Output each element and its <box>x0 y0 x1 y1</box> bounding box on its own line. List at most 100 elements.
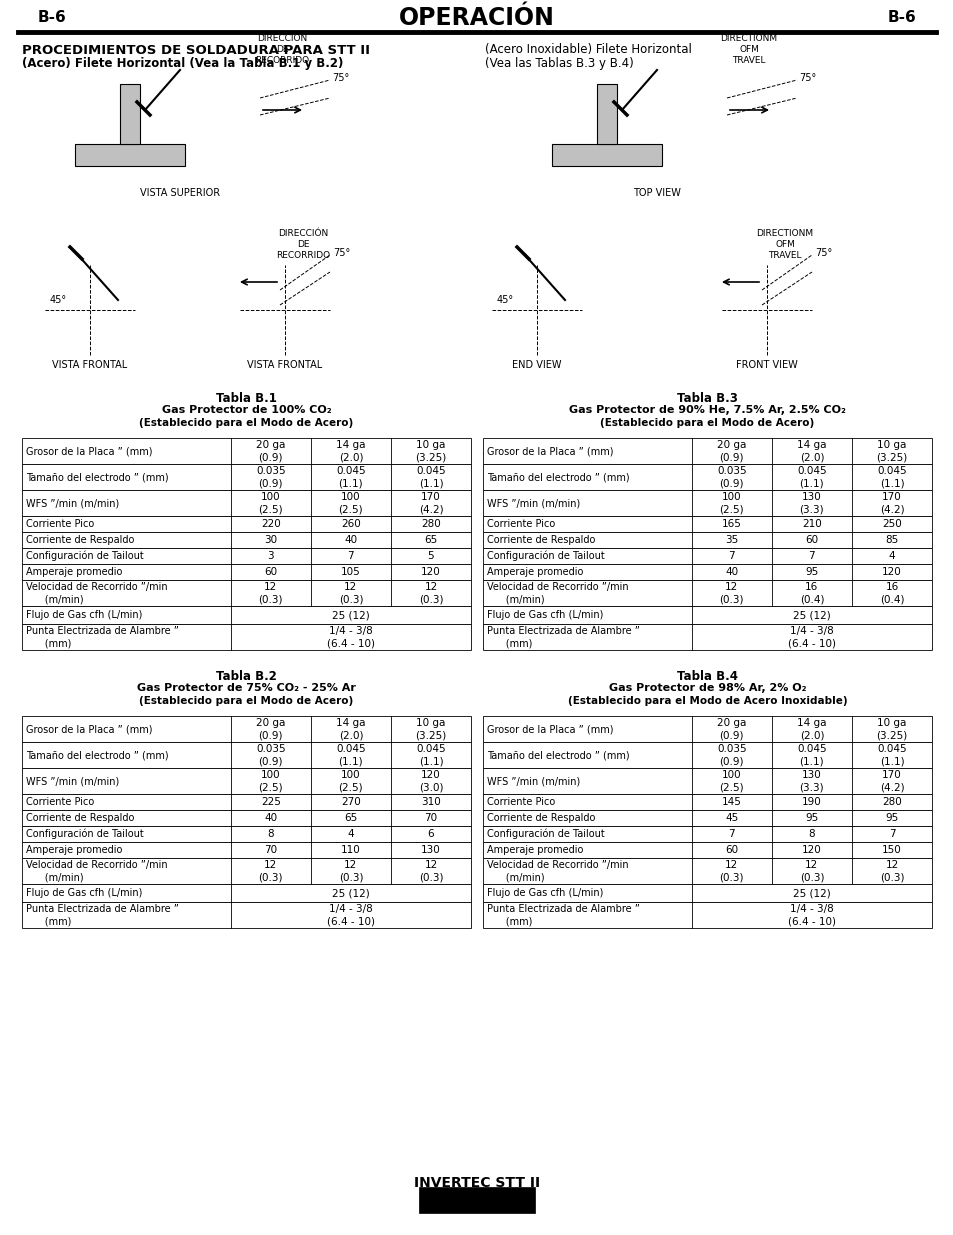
Bar <box>75 144 185 165</box>
Text: Velocidad de Recorrido ”/min
      (m/min): Velocidad de Recorrido ”/min (m/min) <box>26 860 168 882</box>
Text: DIRECTIONM
OFM
TRAVEL: DIRECTIONM OFM TRAVEL <box>756 228 813 261</box>
Bar <box>482 742 931 768</box>
Text: 7: 7 <box>888 829 894 839</box>
Text: 3: 3 <box>267 551 274 561</box>
Text: 260: 260 <box>340 519 360 529</box>
Text: Tamaño del electrodo ” (mm): Tamaño del electrodo ” (mm) <box>26 750 169 760</box>
Text: 250: 250 <box>882 519 901 529</box>
Bar <box>22 884 471 902</box>
Bar <box>482 532 931 548</box>
Text: 0.045
(1.1): 0.045 (1.1) <box>797 743 826 766</box>
Text: Grosor de la Placa ” (mm): Grosor de la Placa ” (mm) <box>486 724 613 734</box>
Text: Gas Protector de 98% Ar, 2% O₂: Gas Protector de 98% Ar, 2% O₂ <box>608 683 805 693</box>
Text: 75°: 75° <box>332 73 349 83</box>
Text: 0.045
(1.1): 0.045 (1.1) <box>876 466 905 488</box>
Text: 105: 105 <box>340 567 360 577</box>
Text: 60: 60 <box>264 567 277 577</box>
Text: 10 ga
(3.25): 10 ga (3.25) <box>415 440 446 462</box>
Text: 60: 60 <box>724 845 738 855</box>
Text: 16
(0.4): 16 (0.4) <box>879 582 903 604</box>
Text: 85: 85 <box>884 535 898 545</box>
Text: Configuración de Tailout: Configuración de Tailout <box>486 829 604 840</box>
Bar <box>22 532 471 548</box>
Text: 1/4 - 3/8
(6.4 - 10): 1/4 - 3/8 (6.4 - 10) <box>787 626 835 648</box>
Text: Tabla B.2: Tabla B.2 <box>215 669 276 683</box>
Text: INVERTEC STT II: INVERTEC STT II <box>414 1176 539 1191</box>
Text: 0.045
(1.1): 0.045 (1.1) <box>797 466 826 488</box>
Bar <box>22 842 471 858</box>
Text: Velocidad de Recorrido ”/min
      (m/min): Velocidad de Recorrido ”/min (m/min) <box>26 582 168 604</box>
Text: 130: 130 <box>420 845 440 855</box>
Text: 110: 110 <box>340 845 360 855</box>
Text: 14 ga
(2.0): 14 ga (2.0) <box>335 440 365 462</box>
Bar <box>482 516 931 532</box>
Text: WFS ”/min (m/min): WFS ”/min (m/min) <box>486 498 579 508</box>
Text: Corriente de Respaldo: Corriente de Respaldo <box>26 813 134 823</box>
Text: DIRECCIÓN
DE
RECORRIDO: DIRECCIÓN DE RECORRIDO <box>254 33 309 65</box>
Text: Flujo de Gas cfh (L/min): Flujo de Gas cfh (L/min) <box>486 610 602 620</box>
Text: 20 ga
(0.9): 20 ga (0.9) <box>255 718 285 740</box>
Text: 40: 40 <box>264 813 277 823</box>
Text: Velocidad de Recorrido ”/min
      (m/min): Velocidad de Recorrido ”/min (m/min) <box>486 860 628 882</box>
Text: Gas Protector de 75% CO₂ - 25% Ar: Gas Protector de 75% CO₂ - 25% Ar <box>137 683 355 693</box>
Text: Punta Electrizada de Alambre ”
      (mm): Punta Electrizada de Alambre ” (mm) <box>486 904 639 926</box>
Bar <box>120 84 140 144</box>
Bar <box>597 84 617 144</box>
Text: DIRECCIÓN
DE
RECORRIDO: DIRECCIÓN DE RECORRIDO <box>275 228 330 261</box>
Text: 1/4 - 3/8
(6.4 - 10): 1/4 - 3/8 (6.4 - 10) <box>327 626 375 648</box>
Text: 10 ga
(3.25): 10 ga (3.25) <box>876 440 906 462</box>
Text: 95: 95 <box>884 813 898 823</box>
Text: 190: 190 <box>801 797 821 806</box>
Text: 100
(2.5): 100 (2.5) <box>719 769 743 792</box>
Text: 75°: 75° <box>799 73 816 83</box>
Text: 25 (12): 25 (12) <box>332 610 370 620</box>
Text: Configuración de Tailout: Configuración de Tailout <box>26 829 144 840</box>
Text: 7: 7 <box>728 829 735 839</box>
Text: 100
(2.5): 100 (2.5) <box>258 769 283 792</box>
Text: Corriente de Respaldo: Corriente de Respaldo <box>486 535 595 545</box>
Text: (Acero Inoxidable) Filete Horizontal: (Acero Inoxidable) Filete Horizontal <box>484 43 691 57</box>
Text: VISTA FRONTAL: VISTA FRONTAL <box>247 359 322 370</box>
Bar <box>482 464 931 490</box>
Bar <box>22 716 471 742</box>
Text: Flujo de Gas cfh (L/min): Flujo de Gas cfh (L/min) <box>26 888 142 898</box>
Text: PROCEDIMIENTOS DE SOLDADURA PARA STT II: PROCEDIMIENTOS DE SOLDADURA PARA STT II <box>22 43 370 57</box>
Text: 60: 60 <box>804 535 818 545</box>
Text: 100
(2.5): 100 (2.5) <box>719 492 743 514</box>
Text: Flujo de Gas cfh (L/min): Flujo de Gas cfh (L/min) <box>486 888 602 898</box>
Bar <box>482 548 931 564</box>
Text: 130
(3.3): 130 (3.3) <box>799 769 823 792</box>
Bar <box>22 548 471 564</box>
Text: 75°: 75° <box>814 248 831 258</box>
Text: (Establecido para el Modo de Acero): (Establecido para el Modo de Acero) <box>599 417 814 429</box>
Text: 14 ga
(2.0): 14 ga (2.0) <box>797 718 826 740</box>
Text: 45: 45 <box>724 813 738 823</box>
Text: Gas Protector de 90% He, 7.5% Ar, 2.5% CO₂: Gas Protector de 90% He, 7.5% Ar, 2.5% C… <box>569 405 845 415</box>
Text: Punta Electrizada de Alambre ”
      (mm): Punta Electrizada de Alambre ” (mm) <box>486 626 639 648</box>
Text: 6: 6 <box>427 829 434 839</box>
Bar <box>482 606 931 624</box>
Text: END VIEW: END VIEW <box>512 359 561 370</box>
Text: (Vea las Tablas B.3 y B.4): (Vea las Tablas B.3 y B.4) <box>484 57 633 69</box>
Text: 12
(0.3): 12 (0.3) <box>418 860 443 882</box>
Text: 0.045
(1.1): 0.045 (1.1) <box>335 466 365 488</box>
Bar <box>22 438 471 464</box>
Text: 12
(0.3): 12 (0.3) <box>418 582 443 604</box>
Text: (Establecido para el Modo de Acero): (Establecido para el Modo de Acero) <box>139 697 354 706</box>
Text: Configuración de Tailout: Configuración de Tailout <box>26 551 144 561</box>
Text: 100
(2.5): 100 (2.5) <box>338 492 363 514</box>
Text: 12
(0.3): 12 (0.3) <box>338 860 363 882</box>
Text: 0.035
(0.9): 0.035 (0.9) <box>717 466 746 488</box>
Bar <box>482 842 931 858</box>
Text: 120: 120 <box>420 567 440 577</box>
Text: VISTA SUPERIOR: VISTA SUPERIOR <box>140 188 220 198</box>
Text: 0.035
(0.9): 0.035 (0.9) <box>255 466 285 488</box>
Text: (Acero) Filete Horizontal (Vea la Tabla B.1 y B.2): (Acero) Filete Horizontal (Vea la Tabla … <box>22 57 343 69</box>
Text: 20 ga
(0.9): 20 ga (0.9) <box>717 718 746 740</box>
Bar <box>22 624 471 650</box>
Text: 20 ga
(0.9): 20 ga (0.9) <box>255 440 285 462</box>
Text: Grosor de la Placa ” (mm): Grosor de la Placa ” (mm) <box>26 724 152 734</box>
Bar <box>22 564 471 580</box>
Text: 220: 220 <box>261 519 280 529</box>
Text: Tamaño del electrodo ” (mm): Tamaño del electrodo ” (mm) <box>486 472 629 482</box>
